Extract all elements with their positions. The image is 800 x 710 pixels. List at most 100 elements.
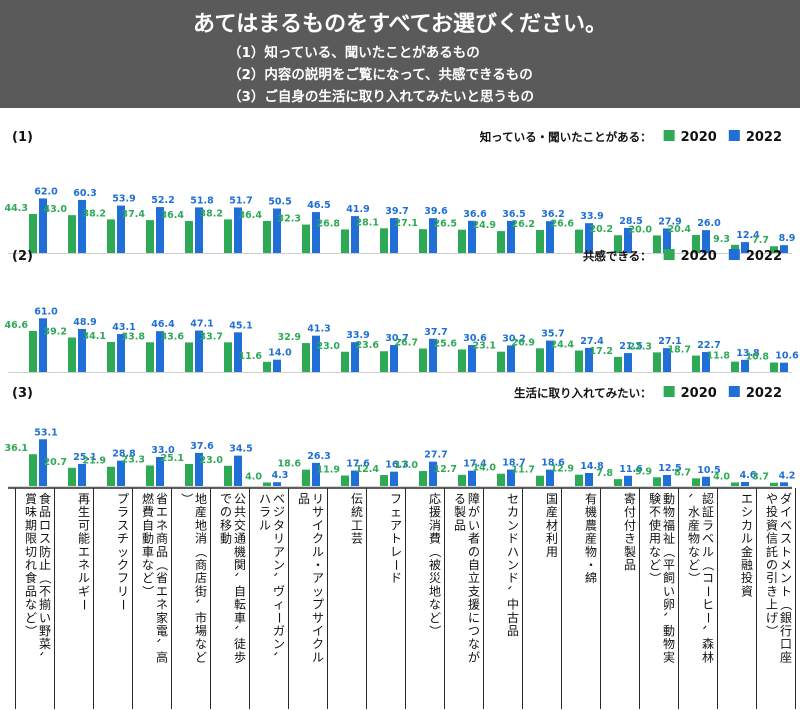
category-char: 芸 (351, 532, 363, 546)
bar (614, 479, 622, 486)
data-label: 26.2 (512, 219, 535, 230)
category-char: 、 (662, 612, 676, 624)
data-label: 26.7 (395, 338, 418, 349)
category-char: 用 (649, 532, 661, 546)
data-label: 11.6 (239, 351, 263, 362)
question-3: （3）ご自身の生活に取り入れてみたいと思うもの (228, 89, 534, 105)
bar (156, 207, 164, 253)
category-char: ド (507, 571, 519, 585)
data-label: 20.7 (44, 457, 67, 468)
bar (585, 223, 593, 253)
category-char: 自 (468, 558, 480, 572)
category-char: 費 (429, 531, 441, 546)
bar (146, 220, 154, 253)
category-char: ス (39, 532, 51, 546)
category-char: ） (180, 493, 194, 505)
bar (702, 230, 710, 253)
category-char: 材 (546, 518, 558, 532)
category-char: 農 (585, 518, 597, 532)
category-char: つ (468, 624, 480, 638)
bar (312, 212, 320, 253)
bar (39, 318, 47, 372)
category-char: ク (117, 558, 129, 572)
category-char: ） (24, 625, 38, 637)
bar (546, 469, 554, 486)
category-char: コ (702, 571, 714, 585)
category-char: シ (741, 505, 753, 519)
category-char: 託 (766, 544, 778, 559)
data-label: 27.1 (658, 336, 681, 347)
data-label: 23.0 (317, 341, 341, 352)
category-char: ） (765, 625, 779, 637)
category-char: 付 (624, 505, 636, 519)
bar (224, 465, 232, 486)
data-label: 18.6 (541, 458, 565, 469)
category-char: イ (312, 624, 324, 638)
data-label: 23.1 (473, 341, 496, 352)
category-char: 上 (766, 598, 778, 612)
category-char: ル (702, 545, 714, 559)
category-char: ど (142, 571, 154, 585)
bar (380, 475, 388, 486)
bar (419, 471, 427, 486)
data-label: 10.5 (697, 465, 720, 476)
data-label: 11.8 (707, 351, 731, 362)
category-char: い (663, 584, 675, 598)
bar (624, 353, 632, 372)
bar (146, 465, 154, 486)
bar (731, 482, 739, 486)
category-char: メ (780, 558, 792, 572)
category-char: ル (312, 545, 324, 559)
bar (78, 199, 86, 253)
bar (117, 460, 125, 486)
category-char: 、 (194, 599, 208, 611)
bar (419, 348, 427, 372)
data-label: 20.0 (629, 224, 653, 235)
category-char: 用 (546, 545, 558, 559)
category-char: ヴ (273, 583, 285, 598)
category-char: 寄 (624, 491, 636, 506)
legend-label: 2020 (681, 386, 717, 401)
data-label: 36.4 (161, 210, 185, 221)
category-char: 地 (195, 518, 207, 532)
category-char: 使 (649, 517, 661, 532)
bar (702, 352, 710, 372)
category-char: フ (390, 492, 402, 506)
bar (29, 330, 37, 372)
category-char: 品 (156, 545, 168, 559)
bar (497, 351, 505, 372)
data-label: 38.2 (200, 208, 223, 219)
data-label: 35.7 (541, 329, 564, 340)
category-char: カ (741, 518, 753, 532)
category-char: エ (78, 545, 90, 559)
data-label: 32.9 (278, 332, 301, 343)
category-char: ド (390, 571, 402, 585)
category-char: な (649, 545, 661, 559)
bar (224, 219, 232, 253)
category-char: 者 (468, 532, 480, 546)
bar (536, 348, 544, 372)
category-char: 産 (546, 504, 558, 519)
bar (156, 456, 164, 486)
category-char: 口 (780, 637, 792, 651)
bar (468, 345, 476, 372)
category-char: （ (38, 572, 52, 584)
bar (380, 228, 388, 253)
data-label: 46.4 (151, 319, 175, 330)
bar (770, 482, 778, 486)
data-label: 18.6 (278, 459, 302, 470)
category-char: で (220, 492, 232, 506)
category-char: ヒ (702, 598, 714, 612)
category-char: ー (77, 599, 91, 611)
category-char: 電 (156, 624, 168, 638)
category-char: 、 (701, 625, 715, 637)
data-label: 17.4 (463, 459, 487, 470)
category-char: ス (780, 532, 792, 546)
category-char: チ (117, 532, 129, 546)
category-char: ッ (312, 584, 324, 598)
bar (458, 349, 466, 372)
